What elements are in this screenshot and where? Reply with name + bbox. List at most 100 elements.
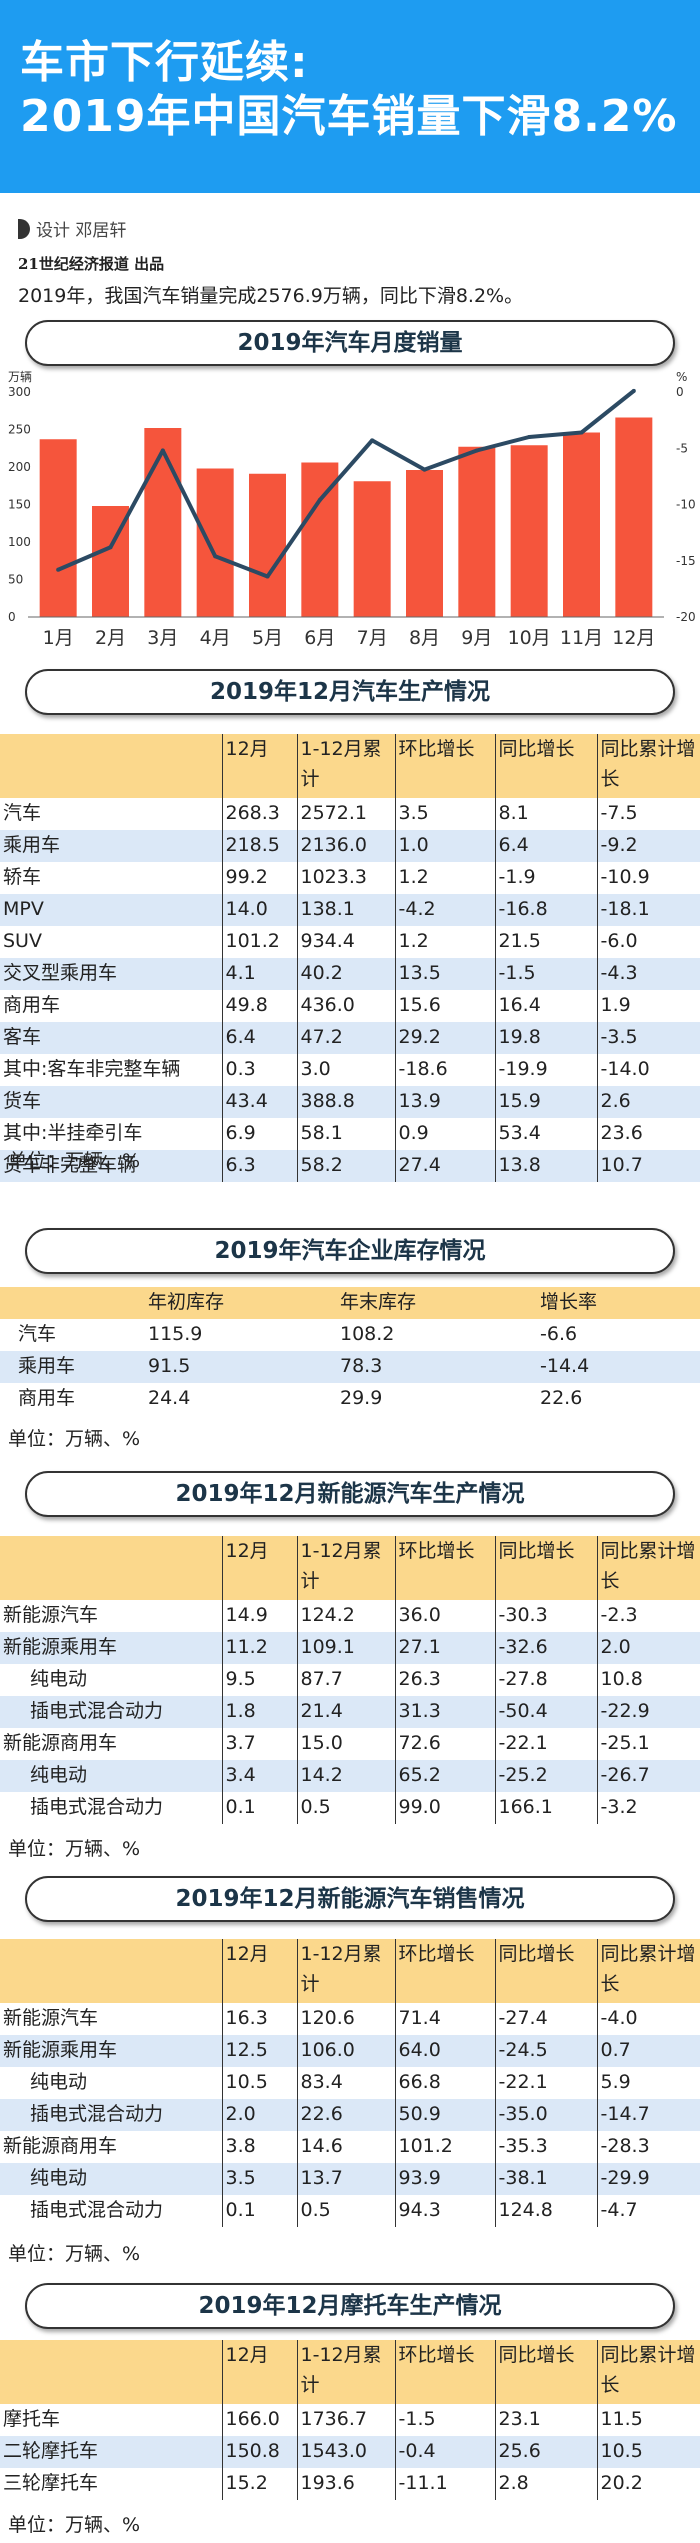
row-label: 新能源乘用车 [0,2035,222,2067]
row-label: 纯电动 [0,1760,222,1792]
table-cell: 12.5 [221,2035,297,2067]
table-cell: 15.6 [394,990,495,1022]
table-header-row: 12月 1-12月累计 环比增长 同比增长 同比累计增长 [0,734,700,798]
column-header: 同比累计增长 [596,2340,700,2404]
line-point [370,438,375,443]
row-label: 新能源乘用车 [0,1632,222,1664]
bar [458,446,496,617]
column-header [0,1939,222,2003]
row-label: 插电式混合动力 [30,2199,164,2221]
table-cell: 27.1 [394,1632,495,1664]
table-row: 客车 6.4 47.2 29.2 19.8 -3.5 [0,1022,700,1054]
column-header: 1-12月累计 [296,1536,395,1600]
table-cell: 124.8 [494,2195,597,2227]
table-cell: -1.5 [494,958,597,990]
table-cell: 13.7 [296,2163,395,2195]
table-cell: -25.1 [596,1728,700,1760]
table-cell: -30.3 [494,1600,597,1632]
table-cell: 0.5 [296,2195,395,2227]
table-cell: 99.0 [394,1792,495,1824]
table-cell: 101.2 [394,2131,495,2163]
table-cell: 3.4 [221,1760,297,1792]
table-cell: 16.3 [221,2003,297,2035]
byline: 设计 邓居轩 [18,216,126,241]
table-cell: 3.8 [221,2131,297,2163]
row-label: 商用车 [3,994,61,1016]
table-cell: 3.0 [296,1054,395,1086]
table-row: 纯电动 3.4 14.2 65.2 -25.2 -26.7 [0,1760,700,1792]
column-header: 12月 [221,1536,297,1600]
table-cell: 2.6 [596,1086,700,1118]
left-tick-label: 300 [8,385,31,399]
bar [196,468,234,617]
row-label: 货车 [0,1086,222,1118]
table-cell: 0.5 [296,1792,395,1824]
table-cell: 115.9 [148,1323,203,1345]
column-header: 12月 [221,2340,297,2404]
right-tick-label: -15 [676,554,696,568]
table-cell: 6.4 [494,830,597,862]
row-label: 客车 [0,1022,222,1054]
left-tick-label: 150 [8,498,31,512]
table-cell: 10.5 [596,2436,700,2468]
row-label: 二轮摩托车 [0,2436,222,2468]
table-row: 汽车 115.9 108.2 -6.6 [0,1319,700,1351]
column-header [0,734,222,798]
row-label: 新能源汽车 [3,1604,99,1626]
monthly-sales-chart: 万辆% 0 50 100 150 200 250 300 0 -5 -10 -15 -20 1月 2月 3月 4… [0,370,700,660]
x-tick-label: 11月 [560,627,603,649]
x-tick-label: 7月 [357,627,388,649]
table-cell: 21.5 [494,926,597,958]
table-cell: 25.6 [494,2436,597,2468]
table-cell: 0.1 [221,2195,297,2227]
left-tick-label: 0 [8,610,16,624]
column-header: 12月 [221,1939,297,2003]
table-cell: 2.0 [221,2099,297,2131]
table-cell: -4.7 [596,2195,700,2227]
row-label: 乘用车 [0,830,222,862]
table-cell: -2.3 [596,1600,700,1632]
left-tick-label: 50 [8,573,23,587]
table-cell: 29.9 [340,1387,383,1409]
row-label: MPV [0,894,222,926]
table5-unit: 单位：万辆、% [8,2514,141,2536]
table-header-row: 12月 1-12月累计 环比增长 同比增长 同比累计增长 [0,2340,700,2404]
table-cell: 16.4 [494,990,597,1022]
row-label: 其中:客车非完整车辆 [3,1058,181,1080]
column-header: 1-12月累计 [296,2340,395,2404]
row-label: 轿车 [3,866,42,888]
table-cell: 6.4 [221,1022,297,1054]
table-cell: -18.6 [394,1054,495,1086]
column-header: 环比增长 [394,1536,495,1600]
column-header: 1-12月累计 [296,734,395,798]
table-row: 插电式混合动力 0.1 0.5 99.0 166.1 -3.2 [0,1792,700,1824]
column-header: 同比累计增长 [596,1536,700,1600]
right-axis-unit: % [676,370,687,384]
column-header: 1-12月累计 [296,1939,395,2003]
bar [563,432,600,617]
table-cell: 106.0 [296,2035,395,2067]
motorcycle-table: 12月 1-12月累计 环比增长 同比增长 同比累计增长 摩托车 166.0 1736.7 -1… [0,2340,700,2500]
table-cell: 19.8 [494,1022,597,1054]
table-cell: -19.9 [494,1054,597,1086]
table-cell: 10.8 [596,1664,700,1696]
line-point [160,448,165,453]
table-row: 摩托车 166.0 1736.7 -1.5 23.1 11.5 [0,2404,700,2436]
table-row: 交叉型乘用车 4.1 40.2 13.5 -1.5 -4.3 [0,958,700,990]
column-header: 同比增长 [494,1536,597,1600]
table-cell: -1.9 [494,862,597,894]
right-tick-label: -10 [676,498,696,512]
line-point [56,567,61,572]
row-label: 新能源汽车 [3,2007,99,2029]
table-row: 纯电动 9.5 87.7 26.3 -27.8 10.8 [0,1664,700,1696]
table-cell: 10.5 [221,2067,297,2099]
table-cell: 166.1 [494,1792,597,1824]
table-cell: 29.2 [394,1022,495,1054]
table-cell: -4.3 [596,958,700,990]
table-cell: 3.5 [394,798,495,830]
table-cell: 166.0 [221,2404,297,2436]
table-cell: 22.6 [296,2099,395,2131]
table-row: 新能源商用车 3.7 15.0 72.6 -22.1 -25.1 [0,1728,700,1760]
table-cell: 124.2 [296,1600,395,1632]
table-header-row: 年初库存 年末库存 增长率 [0,1287,700,1319]
